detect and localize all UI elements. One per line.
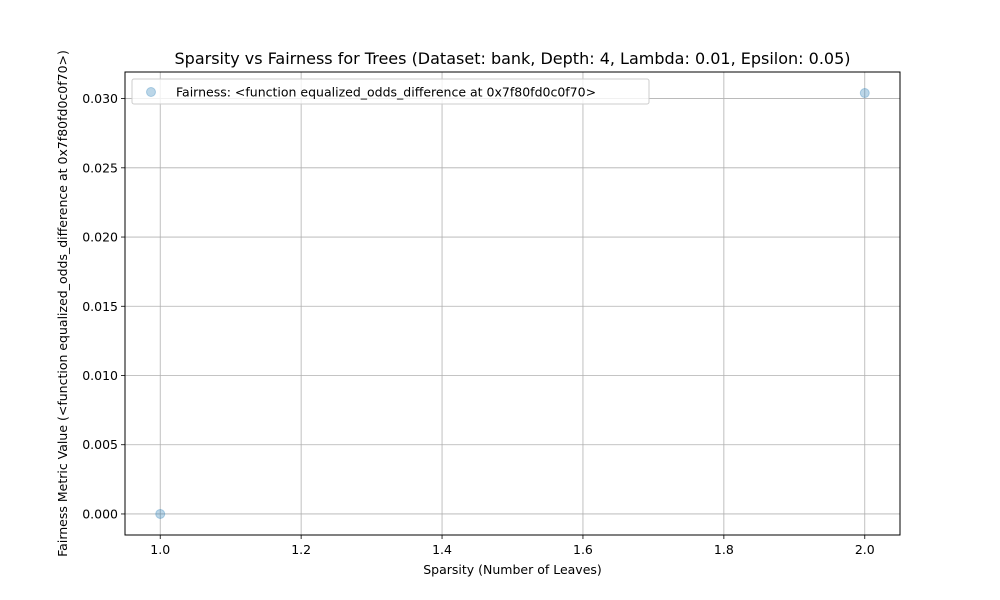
y-tick-label: 0.025 [82, 160, 118, 175]
y-tick-label: 0.005 [82, 437, 118, 452]
y-tick-label: 0.000 [82, 506, 118, 521]
x-axis-ticks: 1.0 1.2 1.4 1.6 1.8 2.0 [150, 535, 875, 557]
x-tick-label: 1.4 [432, 542, 452, 557]
data-point [155, 508, 166, 519]
x-axis-label: Sparsity (Number of Leaves) [423, 562, 602, 577]
legend-marker [146, 87, 156, 97]
x-tick-label: 1.8 [714, 542, 734, 557]
y-axis-label: Fairness Metric Value (<function equaliz… [55, 50, 70, 557]
legend-box [131, 78, 650, 105]
y-axis-ticks: 0.000 0.005 0.010 0.015 0.020 0.025 0.030 [82, 91, 125, 521]
y-tick-label: 0.015 [82, 299, 118, 314]
plot-area-frame [124, 71, 901, 536]
legend-entry-label: Fairness: <function equalized_odds_diffe… [176, 85, 596, 100]
x-tick-label: 1.6 [573, 542, 593, 557]
y-tick-label: 0.030 [82, 91, 118, 106]
grid-lines [125, 72, 900, 535]
y-tick-label: 0.010 [82, 368, 118, 383]
y-tick-label: 0.020 [82, 230, 118, 245]
legend: Fairness: <function equalized_odds_diffe… [131, 78, 650, 105]
x-tick-label: 1.2 [291, 542, 311, 557]
x-tick-label: 2.0 [855, 542, 875, 557]
chart-title: Sparsity vs Fairness for Trees (Dataset:… [175, 49, 851, 68]
data-point [859, 88, 870, 99]
x-tick-label: 1.0 [150, 542, 170, 557]
data-points [155, 88, 870, 519]
